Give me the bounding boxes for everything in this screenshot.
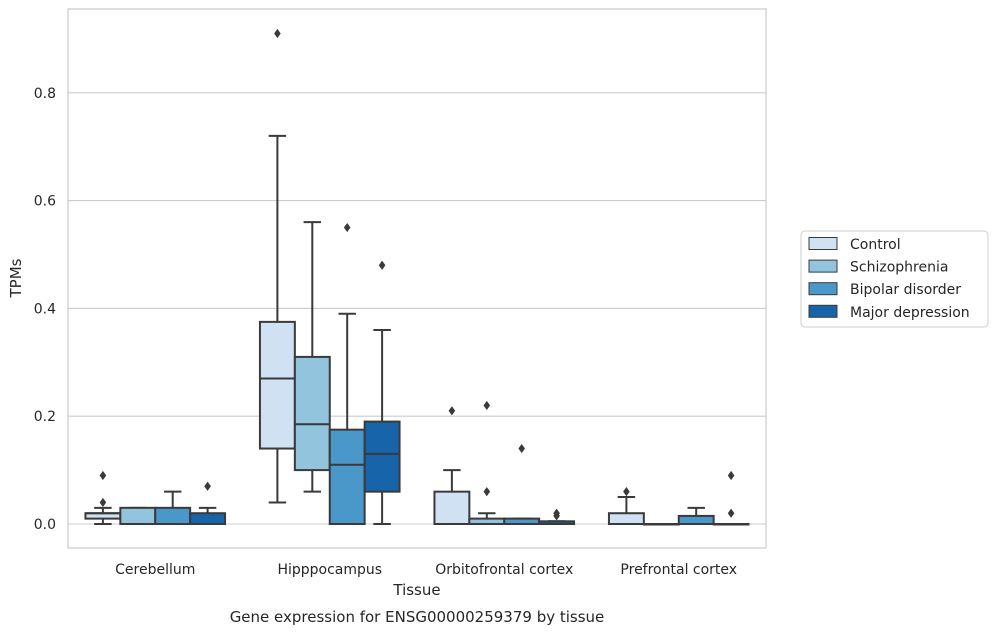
outlier-point bbox=[727, 470, 735, 481]
box-body bbox=[677, 514, 715, 525]
box-body bbox=[119, 506, 157, 525]
y-tick-label: 0.6 bbox=[34, 194, 56, 210]
outlier-point bbox=[483, 487, 491, 497]
y-tick-label: 0.0 bbox=[34, 517, 56, 533]
y-tick-label: 0.2 bbox=[34, 409, 56, 425]
y-tick-labels: 0.0 0.2 0.4 0.6 0.8 bbox=[34, 86, 56, 533]
outlier-point bbox=[378, 260, 386, 270]
box-2-0 bbox=[154, 490, 192, 525]
box-body bbox=[293, 355, 331, 472]
box-1-0 bbox=[119, 506, 157, 525]
box-2-2 bbox=[503, 443, 541, 525]
plot-frame bbox=[67, 8, 767, 549]
outlier-point bbox=[204, 481, 211, 491]
x-axis-label: Tissue bbox=[392, 581, 440, 599]
outlier-point bbox=[99, 470, 107, 481]
y-gridlines bbox=[68, 92, 766, 525]
outlier-point bbox=[553, 508, 560, 518]
outlier-point bbox=[99, 497, 107, 508]
legend-label: Major depression bbox=[850, 305, 970, 321]
box-body bbox=[607, 512, 645, 525]
x-tick-label: Prefrontal cortex bbox=[620, 562, 737, 578]
box-0-2 bbox=[433, 406, 471, 526]
box-3-0 bbox=[189, 481, 227, 525]
outlier-point bbox=[727, 508, 735, 518]
box-0-3 bbox=[607, 487, 645, 525]
y-tick-label: 0.4 bbox=[34, 301, 56, 317]
box-body bbox=[189, 512, 227, 525]
boxes bbox=[84, 28, 750, 526]
box-1-2 bbox=[468, 400, 506, 525]
outlier-point bbox=[623, 487, 630, 497]
outlier-point bbox=[448, 406, 456, 416]
outlier-point bbox=[343, 222, 351, 233]
legend-swatch bbox=[808, 282, 838, 296]
outlier-point bbox=[518, 443, 525, 454]
box-body bbox=[328, 428, 366, 525]
outlier-point bbox=[483, 400, 491, 411]
legend-label: Schizophrenia bbox=[850, 260, 948, 276]
box-body bbox=[363, 420, 401, 493]
box-body bbox=[258, 320, 296, 450]
y-tick-label: 0.8 bbox=[34, 86, 56, 102]
x-tick-label: Cerebellum bbox=[115, 562, 195, 578]
box-0-1 bbox=[258, 28, 296, 504]
legend-label: Bipolar disorder bbox=[850, 282, 961, 298]
box-2-3 bbox=[677, 506, 715, 525]
x-tick-label: Orbitofrontal cortex bbox=[435, 562, 573, 578]
box-1-1 bbox=[293, 221, 331, 493]
box-body bbox=[433, 490, 471, 526]
box-1-3 bbox=[642, 523, 680, 526]
x-tick-labels: Cerebellum Hipppocampus Orbitofrontal cort… bbox=[115, 562, 737, 578]
legend-label: Control bbox=[850, 237, 901, 253]
x-tick-label: Hipppocampus bbox=[277, 562, 382, 578]
box-2-1 bbox=[328, 222, 366, 525]
outlier-point bbox=[274, 28, 281, 39]
box-0-0 bbox=[84, 470, 122, 525]
legend-swatch bbox=[808, 259, 838, 273]
box-body bbox=[154, 506, 192, 525]
legend: Control Schizophrenia Bipolar disorder Majo… bbox=[800, 230, 989, 328]
legend-swatch bbox=[808, 237, 838, 250]
box-3-2 bbox=[538, 508, 576, 525]
y-axis-label: TPMs bbox=[7, 258, 25, 298]
box-3-1 bbox=[363, 260, 401, 525]
chart-caption: Gene expression for ENSG00000259379 by t… bbox=[230, 608, 605, 626]
legend-swatch bbox=[808, 304, 838, 318]
legend-frame bbox=[800, 230, 989, 328]
box-3-3 bbox=[712, 470, 750, 526]
